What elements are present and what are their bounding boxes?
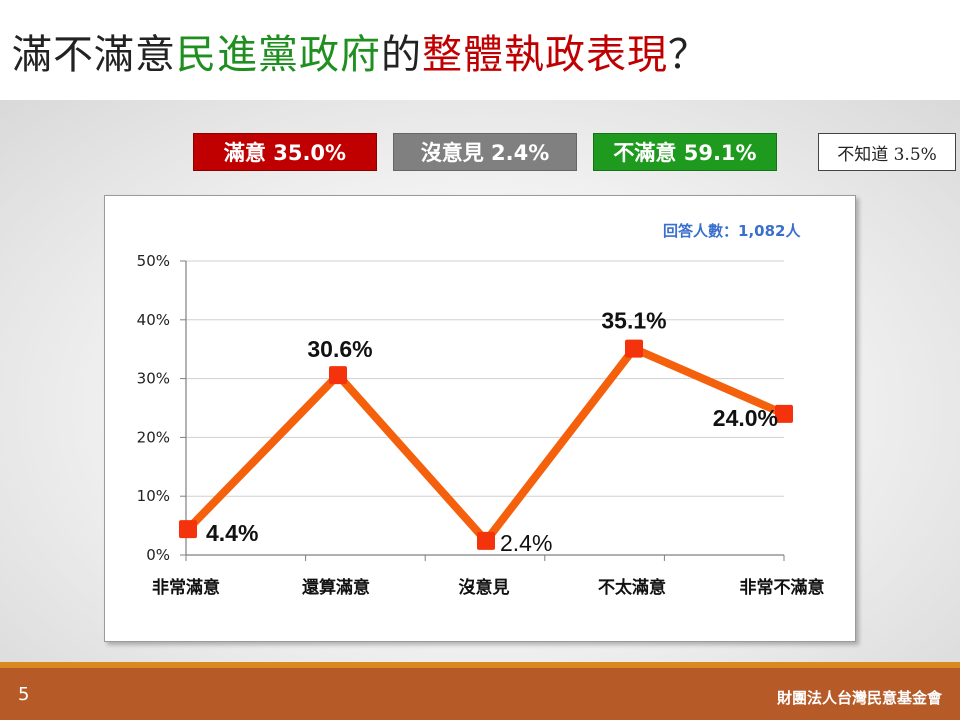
page-title: 滿不滿意民進黨政府的整體執政表現？	[12, 22, 709, 80]
x-category-label: 還算滿意	[302, 577, 370, 598]
data-point	[179, 520, 197, 539]
footer-bar	[0, 662, 960, 720]
organization-name: 財團法人台灣民意基金會	[776, 689, 942, 707]
y-tick-label: 50%	[137, 252, 170, 270]
data-point	[477, 531, 495, 550]
legend-unsatisfied: 不滿意 59.1%	[593, 133, 777, 171]
series-line	[185, 344, 786, 545]
data-point	[329, 366, 347, 385]
legend-no-opinion: 沒意見 2.4%	[393, 133, 577, 171]
x-category-label: 沒意見	[459, 577, 510, 598]
title-part-4: 整體執政表現	[422, 32, 668, 78]
data-label: 24.0%	[713, 405, 778, 431]
title-part-1: 滿不滿意	[12, 32, 176, 78]
title-part-2: 民進黨政府	[176, 32, 381, 78]
y-tick-label: 40%	[137, 311, 170, 329]
title-part-3: 的	[381, 32, 422, 78]
y-tick-label: 20%	[137, 428, 170, 446]
x-category-label: 非常滿意	[152, 577, 220, 598]
data-label: 4.4%	[206, 520, 258, 546]
legend-dont-know: 不知道 3.5%	[818, 133, 956, 171]
respondent-count: 回答人數：1,082人	[663, 222, 801, 240]
data-point	[625, 339, 643, 358]
title-part-5: ？	[668, 32, 709, 78]
data-label: 2.4%	[500, 530, 552, 556]
data-point	[775, 404, 793, 423]
legend-satisfied: 滿意 35.0%	[193, 133, 377, 171]
y-tick-label: 0%	[146, 546, 170, 564]
y-tick-label: 30%	[137, 370, 170, 388]
chart-frame	[104, 195, 856, 642]
data-label: 30.6%	[307, 336, 372, 362]
x-category-label: 不太滿意	[598, 577, 666, 598]
y-tick-label: 10%	[137, 487, 170, 505]
x-category-label: 非常不滿意	[740, 577, 825, 598]
data-label: 35.1%	[601, 308, 666, 334]
page-number: 5	[18, 684, 30, 705]
